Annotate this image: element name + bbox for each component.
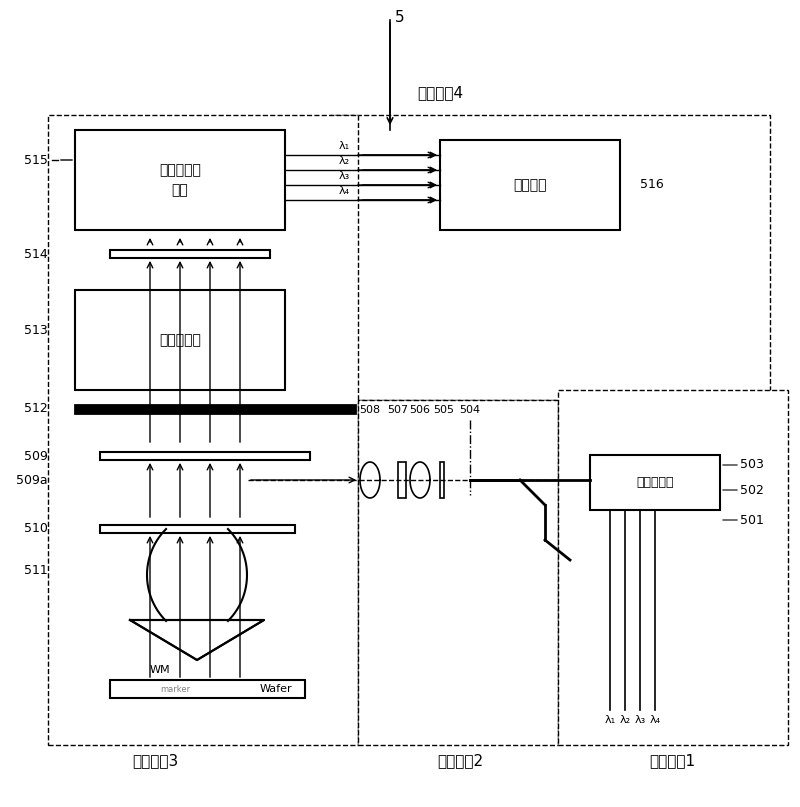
Text: 探测光路: 探测光路 (514, 178, 546, 192)
Text: 504: 504 (459, 405, 481, 415)
Text: 光源模块1: 光源模块1 (649, 753, 695, 768)
Text: λ₂: λ₂ (339, 156, 350, 166)
Text: 多路转换器: 多路转换器 (636, 475, 674, 488)
Text: λ₄: λ₄ (650, 715, 661, 725)
Text: 成像模块3: 成像模块3 (132, 753, 178, 768)
Bar (110, 250, 270, 258)
Text: 级结合系统: 级结合系统 (159, 333, 201, 347)
Text: 探测模块4: 探测模块4 (417, 85, 463, 100)
Bar (48, 115, 358, 745)
Text: 509a: 509a (16, 474, 48, 487)
Bar (558, 390, 788, 745)
Bar (590, 455, 720, 510)
Text: 515: 515 (24, 153, 48, 166)
Bar (330, 115, 770, 400)
Text: 502: 502 (740, 483, 764, 496)
Bar (110, 680, 305, 698)
Text: 507: 507 (387, 405, 409, 415)
Text: λ₁: λ₁ (605, 715, 615, 725)
Text: 5: 5 (395, 10, 405, 25)
Text: 509: 509 (24, 449, 48, 462)
Text: 512: 512 (24, 403, 48, 416)
Bar (440, 140, 620, 230)
Bar (100, 452, 310, 460)
Text: 多色光分离
系统: 多色光分离 系统 (159, 163, 201, 197)
Text: λ₃: λ₃ (338, 171, 350, 181)
Bar (100, 525, 295, 533)
Text: 508: 508 (359, 405, 381, 415)
Text: 516: 516 (640, 178, 664, 191)
Text: 510: 510 (24, 522, 48, 536)
Text: WM: WM (150, 665, 170, 675)
Text: 501: 501 (740, 513, 764, 526)
Text: Wafer: Wafer (260, 684, 293, 694)
Bar (75, 405, 355, 413)
Text: 503: 503 (740, 458, 764, 471)
Text: λ₃: λ₃ (634, 715, 646, 725)
Text: 照明模块2: 照明模块2 (437, 753, 483, 768)
Bar (75, 290, 285, 390)
Text: 513: 513 (24, 324, 48, 337)
Bar (440, 462, 444, 498)
Bar (398, 462, 406, 498)
Text: 514: 514 (24, 248, 48, 261)
Text: λ₂: λ₂ (619, 715, 630, 725)
Text: marker: marker (160, 684, 190, 693)
Text: 511: 511 (24, 563, 48, 576)
Text: 505: 505 (434, 405, 454, 415)
Text: 506: 506 (410, 405, 430, 415)
Bar (75, 130, 285, 230)
Bar (358, 400, 558, 745)
Text: λ₁: λ₁ (339, 141, 350, 151)
Text: λ₄: λ₄ (339, 186, 350, 196)
